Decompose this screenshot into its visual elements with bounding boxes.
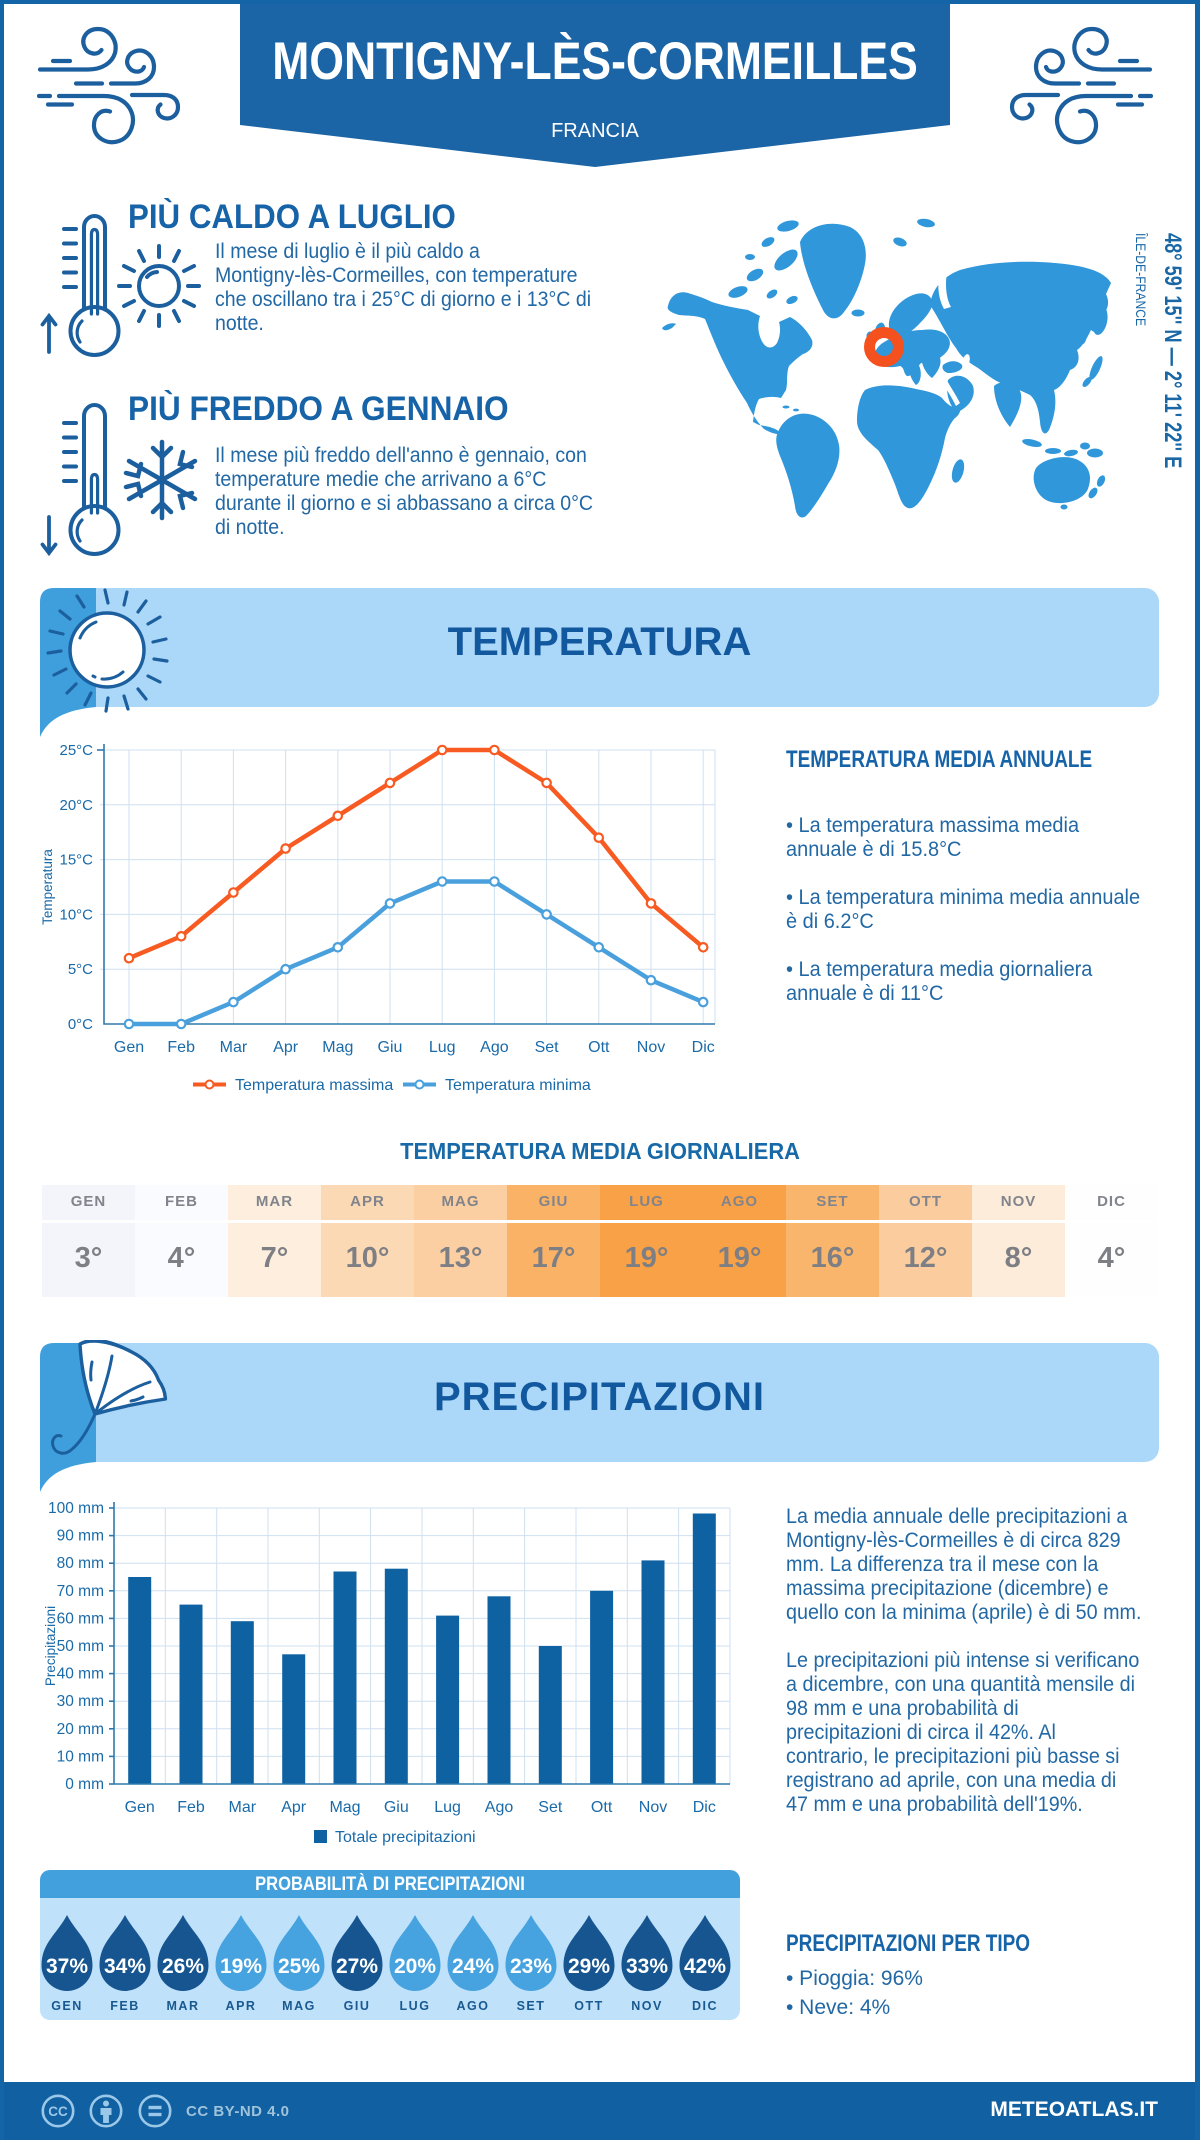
- svg-text:5°C: 5°C: [68, 961, 93, 978]
- svg-text:10°C: 10°C: [59, 906, 93, 923]
- svg-text:90 mm: 90 mm: [57, 1528, 104, 1545]
- svg-text:100 mm: 100 mm: [48, 1500, 104, 1517]
- svg-text:15°C: 15°C: [59, 852, 93, 869]
- svg-text:Dic: Dic: [693, 1799, 716, 1816]
- svg-text:Nov: Nov: [639, 1799, 667, 1816]
- svg-text:Mar: Mar: [220, 1039, 248, 1056]
- svg-text:50 mm: 50 mm: [57, 1638, 104, 1655]
- svg-text:Totale precipitazioni: Totale precipitazioni: [335, 1829, 476, 1846]
- svg-text:34%: 34%: [104, 1955, 146, 1978]
- svg-text:Apr: Apr: [273, 1039, 299, 1056]
- svg-text:Feb: Feb: [177, 1799, 205, 1816]
- svg-text:Temperatura massima: Temperatura massima: [235, 1077, 393, 1094]
- svg-text:LUG: LUG: [400, 1999, 431, 2013]
- svg-text:OTT: OTT: [574, 1999, 604, 2013]
- svg-text:Gen: Gen: [125, 1799, 155, 1816]
- svg-text:Feb: Feb: [167, 1039, 195, 1056]
- svg-text:APR: APR: [226, 1999, 257, 2013]
- svg-text:37%: 37%: [46, 1955, 88, 1978]
- svg-text:40 mm: 40 mm: [57, 1666, 104, 1683]
- svg-text:Set: Set: [538, 1799, 563, 1816]
- svg-text:Mar: Mar: [229, 1799, 257, 1816]
- svg-text:25%: 25%: [278, 1955, 320, 1978]
- svg-text:10 mm: 10 mm: [57, 1748, 104, 1765]
- svg-text:25°C: 25°C: [59, 742, 93, 759]
- svg-text:GEN: GEN: [51, 1999, 83, 2013]
- svg-text:Ott: Ott: [591, 1799, 613, 1816]
- svg-text:Ott: Ott: [588, 1039, 610, 1056]
- svg-text:Lug: Lug: [429, 1039, 456, 1056]
- svg-text:GIU: GIU: [344, 1999, 371, 2013]
- svg-text:Precipitazioni: Precipitazioni: [43, 1606, 58, 1686]
- svg-text:Mag: Mag: [329, 1799, 360, 1816]
- svg-text:Temperatura minima: Temperatura minima: [445, 1077, 591, 1094]
- svg-text:Giu: Giu: [384, 1799, 409, 1816]
- svg-text:Mag: Mag: [322, 1039, 353, 1056]
- svg-text:Giu: Giu: [378, 1039, 403, 1056]
- svg-text:FEB: FEB: [110, 1999, 140, 2013]
- svg-text:AGO: AGO: [457, 1999, 490, 2013]
- svg-text:20°C: 20°C: [59, 797, 93, 814]
- svg-text:Lug: Lug: [434, 1799, 461, 1816]
- svg-text:Apr: Apr: [281, 1799, 307, 1816]
- svg-text:20 mm: 20 mm: [57, 1721, 104, 1738]
- svg-text:Gen: Gen: [114, 1039, 144, 1056]
- svg-text:Dic: Dic: [692, 1039, 715, 1056]
- svg-text:29%: 29%: [568, 1955, 610, 1978]
- svg-text:42%: 42%: [684, 1955, 726, 1978]
- svg-text:Ago: Ago: [480, 1039, 509, 1056]
- svg-text:MAG: MAG: [282, 1999, 316, 2013]
- svg-text:20%: 20%: [394, 1955, 436, 1978]
- svg-text:60 mm: 60 mm: [57, 1610, 104, 1627]
- svg-text:26%: 26%: [162, 1955, 204, 1978]
- svg-text:NOV: NOV: [631, 1999, 663, 2013]
- svg-text:Ago: Ago: [485, 1799, 514, 1816]
- svg-text:27%: 27%: [336, 1955, 378, 1978]
- svg-text:Nov: Nov: [637, 1039, 665, 1056]
- svg-text:Set: Set: [535, 1039, 560, 1056]
- svg-text:MAR: MAR: [167, 1999, 200, 2013]
- svg-text:33%: 33%: [626, 1955, 668, 1978]
- svg-text:0°C: 0°C: [68, 1016, 93, 1033]
- svg-text:0 mm: 0 mm: [65, 1776, 104, 1793]
- svg-text:SET: SET: [517, 1999, 546, 2013]
- svg-text:80 mm: 80 mm: [57, 1555, 104, 1572]
- svg-text:Temperatura: Temperatura: [40, 849, 55, 925]
- svg-text:DIC: DIC: [692, 1999, 718, 2013]
- svg-text:24%: 24%: [452, 1955, 494, 1978]
- svg-text:70 mm: 70 mm: [57, 1583, 104, 1600]
- svg-text:CC: CC: [48, 2104, 68, 2119]
- svg-text:30 mm: 30 mm: [57, 1693, 104, 1710]
- svg-text:23%: 23%: [510, 1955, 552, 1978]
- svg-text:19%: 19%: [220, 1955, 262, 1978]
